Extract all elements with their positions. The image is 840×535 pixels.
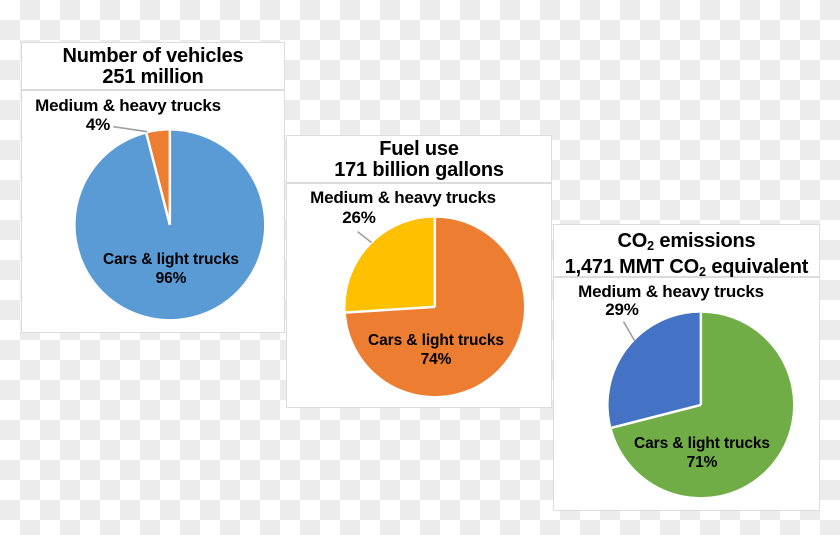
fuel-inner-label: Cars & light trucks	[368, 332, 504, 349]
co2-inner-label: Cars & light trucks	[634, 435, 770, 452]
co2-callout-leader-line	[622, 321, 636, 341]
co2-title-line1-text2: emissions	[654, 230, 756, 252]
co2-subscript: 2	[647, 239, 655, 253]
vehicles-pie	[75, 125, 265, 320]
fuel-title-card: Fuel use 171 billion gallons	[286, 135, 552, 183]
vehicles-callout-leader-line	[113, 125, 148, 133]
co2-subscript2: 2	[699, 265, 706, 279]
vehicles-chart-card: Medium & heavy trucks 4% Cars & light tr…	[21, 90, 285, 333]
fuel-callout-leader-line	[357, 230, 372, 244]
co2-callout-label: Medium & heavy trucks	[578, 282, 764, 301]
co2-title-line1-text: CO	[617, 230, 648, 252]
fuel-inner-label-group: Cars & light trucks 74%	[368, 331, 504, 369]
co2-inner-percent: 71%	[686, 454, 718, 471]
vehicles-callout-percent: 4%	[85, 115, 111, 134]
vehicles-inner-label-group: Cars & light trucks 96%	[103, 250, 239, 288]
co2-title-line2: 1,471 MMT CO2 equivalent	[554, 257, 819, 283]
co2-title-line2-text2: equivalent	[705, 256, 809, 278]
fuel-callout-percent: 26%	[342, 208, 376, 227]
pie-minor-slice	[345, 217, 435, 313]
pie-slice-separator	[345, 305, 435, 314]
vehicles-title-card: Number of vehicles 251 million	[21, 42, 285, 90]
fuel-chart-card: Medium & heavy trucks 26% Cars & light t…	[286, 183, 552, 408]
vehicles-title-line2: 251 million	[102, 66, 204, 88]
co2-title-line2-text: 1,471 MMT CO	[564, 256, 700, 278]
fuel-inner-percent: 74%	[420, 351, 452, 368]
fuel-title-line1: Fuel use	[379, 138, 459, 160]
co2-chart-card: Medium & heavy trucks 29% Cars & light t…	[553, 277, 820, 511]
co2-inner-label-group: Cars & light trucks 71%	[634, 434, 770, 472]
vehicles-inner-label: Cars & light trucks	[103, 251, 239, 268]
pie-slice-separator	[145, 133, 172, 226]
vehicles-title-line1: Number of vehicles	[62, 45, 244, 67]
fuel-callout-label: Medium & heavy trucks	[310, 188, 496, 207]
pie-minor-slice	[608, 312, 701, 428]
co2-callout-percent: 29%	[605, 300, 639, 319]
vehicles-callout-label: Medium & heavy trucks	[35, 96, 221, 115]
fuel-title-line2: 171 billion gallons	[334, 159, 504, 181]
co2-title-card: CO2 emissions 1,471 MMT CO2 equivalent	[553, 224, 820, 279]
fuel-pie	[345, 217, 525, 397]
pie-slice-separator	[611, 403, 702, 430]
vehicles-inner-percent: 96%	[155, 270, 187, 287]
co2-pie	[608, 312, 794, 498]
co2-title-line1: CO2 emissions	[554, 231, 819, 257]
